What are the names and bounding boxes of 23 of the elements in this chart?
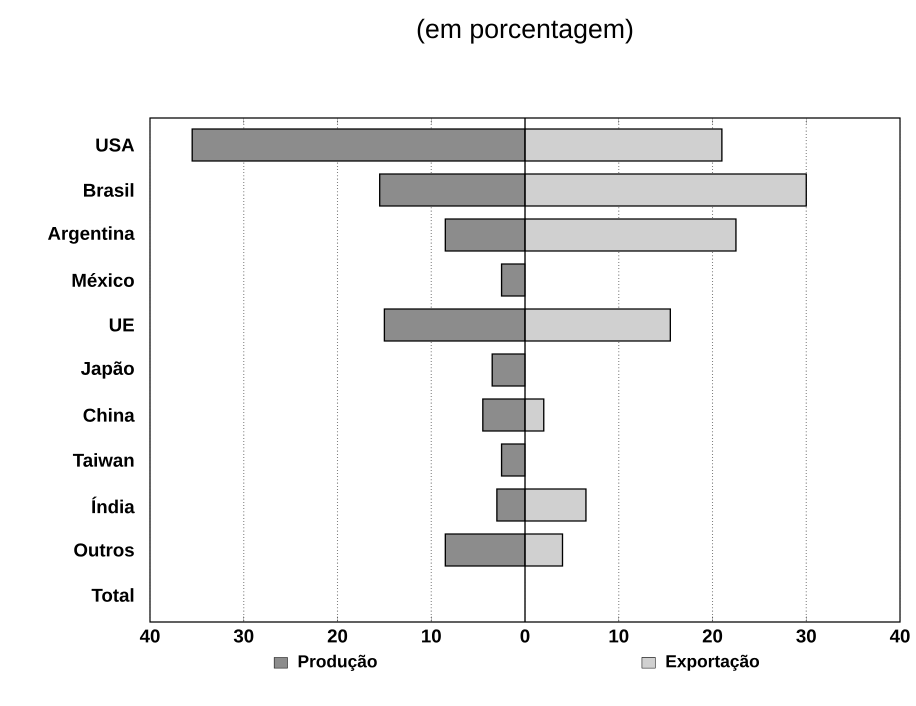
x-tick-label: 30 — [234, 629, 254, 643]
x-tick-label: 10 — [422, 629, 441, 643]
y-tick-label: Total — [92, 588, 134, 602]
y-tick-label: Argentina — [48, 226, 135, 244]
x-tick-label: 0 — [520, 629, 530, 643]
x-tick-label: 30 — [796, 629, 816, 643]
x-tick-label: 20 — [328, 629, 348, 643]
y-tick-label: Japão — [80, 361, 134, 379]
x-tick-label: 20 — [702, 629, 722, 643]
y-tick-label: Outros — [74, 543, 134, 557]
y-tick-label: USA — [96, 138, 134, 152]
y-tick-label: Brasil — [84, 183, 134, 197]
chart-title: (em porcentagem) — [418, 18, 632, 44]
y-tick-label: Índia — [92, 496, 135, 514]
legend-label: Exportação — [666, 654, 760, 671]
y-tick-label: China — [84, 408, 135, 422]
x-tick-label: 40 — [140, 629, 160, 643]
y-tick-label: UE — [110, 318, 134, 332]
y-tick-label: México — [72, 273, 134, 287]
x-tick-label: 40 — [890, 629, 910, 643]
x-tick-label: 10 — [610, 629, 628, 643]
legend-label: Produção — [298, 654, 377, 671]
y-tick-label: Taiwan — [72, 453, 134, 467]
